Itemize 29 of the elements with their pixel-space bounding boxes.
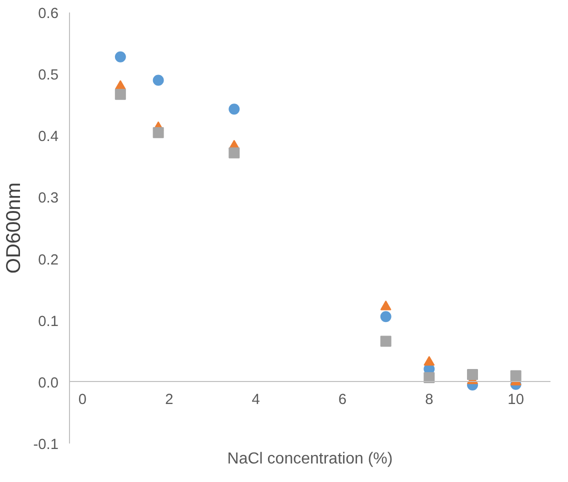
x-tick-label: 4 (252, 392, 260, 408)
y-tick-label: 0.3 (38, 190, 58, 207)
point (424, 356, 435, 366)
point (114, 51, 126, 62)
point (424, 372, 435, 384)
x-tick-label: 2 (165, 392, 174, 408)
point (380, 300, 392, 310)
y-tick-label: 0.2 (38, 252, 58, 268)
y-tick-label: 0.1 (38, 314, 58, 330)
point (510, 370, 522, 382)
y-tick-label: 0.6 (38, 6, 58, 22)
y-tick-label: -0.1 (33, 437, 59, 453)
y-axis-title: OD600nm (3, 182, 26, 274)
x-tick-label: 6 (338, 392, 347, 408)
point (228, 147, 240, 158)
y-tick-label: 0.0 (38, 375, 58, 392)
point (467, 369, 478, 380)
point (114, 88, 126, 100)
y-tick-label: 0.5 (38, 68, 58, 84)
x-axis-title: NaCl concentration (%) (227, 450, 393, 468)
x-tick-label: 10 (508, 392, 524, 408)
point (228, 104, 240, 115)
y-tick-label: 0.4 (38, 129, 58, 146)
point (380, 311, 392, 322)
x-tick-label: 8 (425, 392, 434, 408)
point (152, 127, 164, 138)
x-tick-label: 0 (78, 392, 87, 408)
point (380, 336, 392, 347)
point (152, 74, 164, 86)
